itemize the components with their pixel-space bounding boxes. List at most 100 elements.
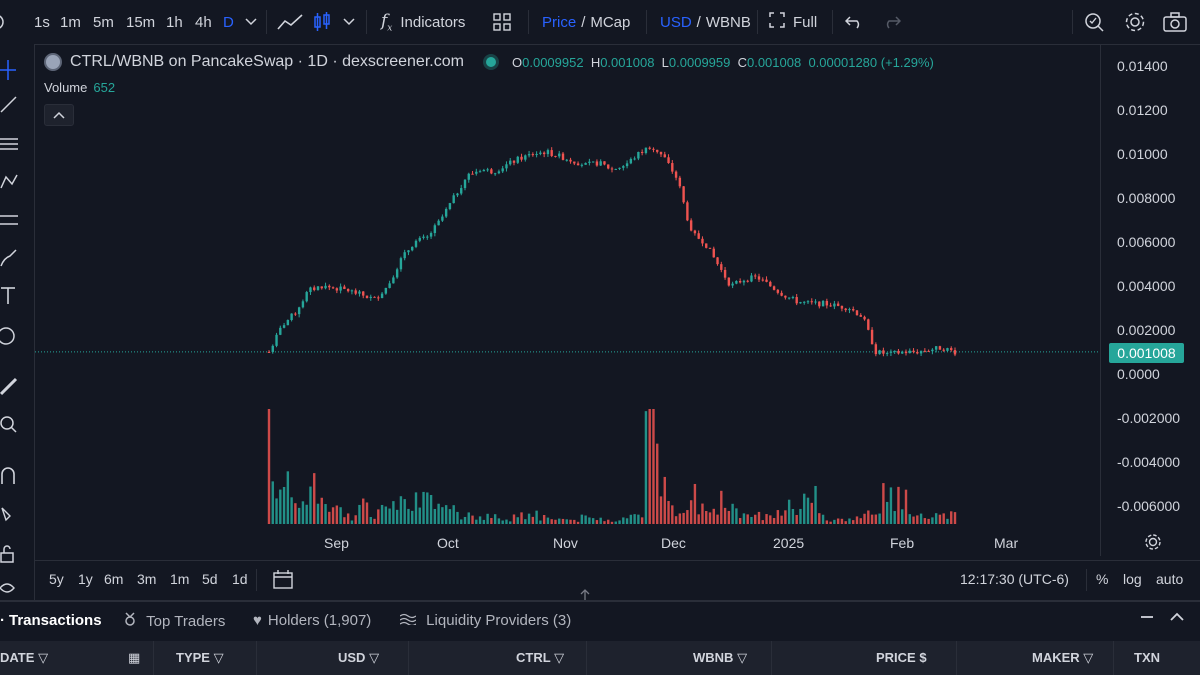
filter-icon[interactable]: ▽ [38, 650, 49, 665]
date-range-icon[interactable] [273, 569, 293, 592]
candles-icon[interactable] [313, 0, 331, 44]
interval-1s[interactable]: 1s [34, 13, 50, 31]
range-5y[interactable]: 5y [49, 571, 64, 587]
volume-bar [377, 509, 380, 524]
eye-icon[interactable] [0, 578, 20, 602]
tab-transactions[interactable]: · Transactions [0, 612, 102, 629]
range-3m[interactable]: 3m [137, 571, 157, 587]
chart-type-chevron-icon[interactable] [343, 0, 355, 44]
volume-bar [305, 504, 308, 524]
dollar-icon[interactable]: $ [919, 650, 927, 665]
col-date[interactable]: DATE ▽ [0, 650, 49, 665]
crosshair-icon[interactable] [0, 60, 20, 84]
candle [524, 154, 527, 162]
layouts-icon[interactable] [493, 0, 511, 44]
x-tick-sep: Sep [324, 535, 349, 551]
lock-drawings-icon[interactable] [0, 504, 20, 528]
mcap-option[interactable]: MCap [590, 13, 631, 31]
interval-15m[interactable]: 15m [126, 13, 156, 31]
line-chart-icon[interactable] [277, 0, 303, 44]
interval-4h[interactable]: 4h [195, 13, 212, 31]
candle [705, 243, 708, 249]
range-1d[interactable]: 1d [232, 571, 248, 587]
quick-search-icon[interactable] [1084, 0, 1104, 44]
timezone-clock[interactable]: 12:17:30 (UTC-6) [960, 571, 1069, 587]
zoom-icon[interactable] [0, 414, 20, 438]
log-toggle[interactable]: log [1123, 571, 1142, 587]
range-1m[interactable]: 1m [170, 571, 190, 587]
fib-lines-icon[interactable] [0, 134, 20, 158]
interval-d[interactable]: D [223, 13, 234, 31]
wbnb-option[interactable]: WBNB [705, 13, 751, 31]
magnet-icon[interactable] [0, 466, 20, 490]
undo-icon[interactable] [845, 0, 863, 44]
tab-holders[interactable]: ♥ Holders (1,907) [253, 612, 372, 629]
redo-icon[interactable] [883, 0, 901, 44]
candle [640, 149, 644, 156]
candle [531, 152, 535, 157]
candle [859, 313, 862, 317]
gear-icon[interactable] [1124, 0, 1146, 44]
volume-bar [874, 514, 878, 524]
calendar-icon[interactable]: ▦ [128, 650, 141, 665]
range-1y[interactable]: 1y [78, 571, 93, 587]
candle [833, 300, 836, 310]
filter-icon[interactable]: ▽ [554, 650, 565, 665]
volume-bar [946, 518, 949, 524]
scale-settings-icon[interactable] [1144, 533, 1162, 556]
candle [648, 146, 651, 150]
col-ctrl[interactable]: CTRL ▽ [516, 650, 565, 665]
filter-icon[interactable]: ▽ [737, 650, 748, 665]
candle [509, 158, 512, 166]
filter-icon[interactable]: ▽ [1083, 650, 1094, 665]
volume-bar [358, 504, 361, 524]
volume-bar [282, 486, 286, 524]
volume-bar [648, 409, 651, 524]
interval-5m[interactable]: 5m [93, 13, 114, 31]
usd-option[interactable]: USD [660, 13, 692, 31]
col-maker[interactable]: MAKER ▽ [1032, 650, 1094, 665]
pattern-icon[interactable] [0, 172, 20, 196]
indicators-button[interactable]: fx Indicators [381, 0, 465, 44]
tab-top-traders[interactable]: Top Traders [124, 612, 225, 630]
col-price[interactable]: PRICE $ [876, 650, 927, 665]
expand-panel-icon[interactable] [1170, 610, 1184, 628]
range-6m[interactable]: 6m [104, 571, 124, 587]
col-usd[interactable]: USD ▽ [338, 650, 380, 665]
collapse-legend-button[interactable] [44, 104, 74, 126]
volume-bar [399, 496, 403, 524]
currency-toggle[interactable]: USD / WBNB [660, 13, 751, 31]
candle [787, 297, 791, 300]
volume-bar [863, 513, 866, 524]
filter-icon[interactable]: ▽ [369, 650, 380, 665]
percent-toggle[interactable]: % [1096, 571, 1109, 587]
chevron-down-icon[interactable] [245, 0, 257, 44]
projection-icon[interactable] [0, 210, 20, 234]
trend-line-icon[interactable] [0, 94, 20, 118]
volume-bar [403, 499, 406, 524]
range-5d[interactable]: 5d [202, 571, 218, 587]
text-icon[interactable] [0, 286, 20, 310]
fullscreen-button[interactable]: Full [769, 0, 817, 44]
emoji-icon[interactable] [0, 326, 20, 350]
price-option[interactable]: Price [542, 13, 577, 31]
candle [422, 234, 425, 240]
lock-icon[interactable] [0, 544, 20, 568]
filter-icon[interactable]: ▽ [213, 650, 224, 665]
clock-icon[interactable] [0, 0, 8, 44]
interval-1m[interactable]: 1m [60, 13, 81, 31]
interval-1h[interactable]: 1h [166, 13, 183, 31]
candle [448, 202, 452, 211]
auto-toggle[interactable]: auto [1156, 571, 1184, 587]
minimize-panel-icon[interactable] [1140, 610, 1154, 628]
price-axis[interactable] [1100, 44, 1200, 556]
camera-icon[interactable] [1163, 0, 1187, 44]
brush-icon[interactable] [0, 248, 20, 272]
col-wbnb[interactable]: WBNB ▽ [693, 650, 748, 665]
ruler-icon[interactable] [0, 376, 20, 400]
candle [569, 157, 572, 164]
price-chart[interactable] [35, 44, 1100, 556]
tab-liquidity-providers[interactable]: Liquidity Providers (3) [399, 612, 571, 629]
col-type[interactable]: TYPE ▽ [176, 650, 224, 665]
price-mcap-toggle[interactable]: Price / MCap [542, 13, 631, 31]
